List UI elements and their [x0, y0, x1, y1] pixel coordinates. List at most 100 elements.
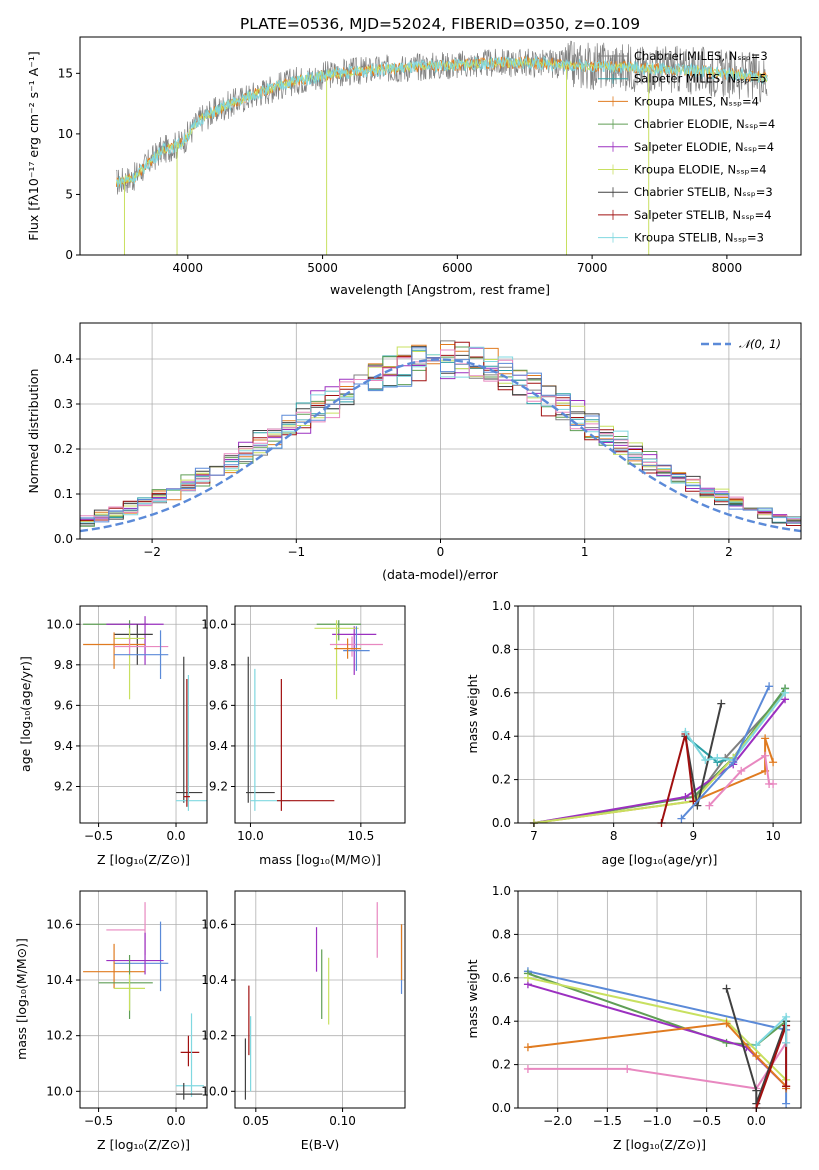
age-vs-Z-ytick-label: 9.6: [54, 698, 73, 712]
weight-vs-age-ytick-label: 0.8: [492, 642, 511, 656]
mass-vs-ebv-ytick-label: 10.4: [201, 973, 228, 987]
age-vs-Z-errorbar-point: [106, 616, 164, 665]
weight-vs-Z-ytick-label: 0.8: [492, 927, 511, 941]
spectrum-xtick-label: 5000: [307, 261, 338, 275]
weight-vs-Z-ytick-label: 0.4: [492, 1014, 511, 1028]
weight-vs-Z-panel: −2.0 −1.5 −1.0 −0.5 0.0 0.0 0.2 0.4 0.6 0.8 1.0 Z […: [465, 884, 802, 1152]
age-vs-Z-errorbar-point: [83, 632, 146, 669]
weight-vs-age-series-marker: [765, 682, 774, 691]
age-vs-Z-panel: −0.5 0.0 9.2 9.4 9.6 9.8 10.0 Z [log₁₀(Z/Z⊙)] ag…: [18, 605, 208, 867]
age-vs-Z-ytick-label: 9.2: [54, 779, 73, 793]
weight-vs-age-series-marker: [713, 753, 722, 762]
spectrum-panel: 4000 5000 6000 7000 8000 0 5 10 15 wavelength [A…: [26, 36, 802, 297]
spectrum-ytick-label: 15: [58, 66, 73, 80]
age-vs-Z-frame: [79, 605, 208, 824]
mass-vs-Z-ytick-label: 10.2: [46, 1029, 73, 1043]
histogram-xtick-label: −2: [143, 545, 161, 559]
weight-vs-Z-series-marker: [722, 984, 731, 993]
mass-vs-ebv-xtick-label: 0.10: [329, 1114, 356, 1128]
weight-vs-age-ytick-label: 1.0: [492, 599, 511, 613]
weight-vs-Z-series-marker: [722, 1019, 731, 1028]
histogram-ytick-label: 0.4: [54, 352, 73, 366]
histogram-step-line: [80, 347, 801, 524]
histogram-xtick-label: 2: [725, 545, 733, 559]
spectrum-legend-label: Kroupa MILES, Nₛₛₚ=4: [634, 94, 759, 108]
spectrum-xlabel: wavelength [Angstrom, rest frame]: [330, 282, 550, 297]
weight-vs-Z-series-marker: [623, 1064, 632, 1073]
weight-vs-Z-ylabel: mass weight: [465, 959, 480, 1038]
weight-vs-age-series-marker: [681, 727, 690, 736]
spectrum-frame: [79, 36, 802, 256]
age-vs-mass-xtick-label: 10.5: [347, 829, 374, 843]
weight-vs-age-ytick-label: 0.4: [492, 729, 511, 743]
age-vs-mass-errorbar-point: [276, 679, 335, 811]
mass-vs-Z-errorbar-point: [114, 921, 169, 992]
weight-vs-Z-ytick-label: 1.0: [492, 884, 511, 898]
spectrum-legend-label: Salpeter ELODIE, Nₛₛₚ=4: [634, 140, 774, 154]
weight-vs-Z-series-marker: [523, 1043, 532, 1052]
weight-vs-Z-series-marker: [523, 973, 532, 982]
weight-vs-age-series-marker: [781, 688, 790, 697]
spectrum-legend: Chabrier MILES, Nₛₛₚ=3 Salpeter MILES, Nₛ…: [598, 49, 775, 245]
figure-title: PLATE=0536, MJD=52024, FIBERID=0350, z=0…: [240, 15, 640, 33]
weight-vs-age-series-line: [533, 687, 786, 824]
spectrum-xtick-label: 8000: [712, 261, 743, 275]
weight-vs-age-series-marker: [729, 758, 738, 767]
weight-vs-age-series-marker: [717, 699, 726, 708]
histogram-ytick-label: 0.1: [54, 487, 73, 501]
weight-vs-Z-series-marker: [782, 1038, 791, 1047]
mass-vs-ebv-ytick-label: 10.0: [201, 1084, 228, 1098]
weight-vs-Z-series-marker: [752, 1086, 761, 1095]
mass-vs-Z-ytick-label: 10.0: [46, 1084, 73, 1098]
spectrum-xtick-label: 4000: [173, 261, 204, 275]
weight-vs-Z-frame: [517, 890, 802, 1109]
histogram-ytick-label: 0.0: [54, 532, 73, 546]
age-vs-Z-ytick-label: 9.8: [54, 658, 73, 672]
weight-vs-Z-xtick-label: −1.0: [642, 1114, 671, 1128]
spectrum-ylabel: Flux [fλ10⁻¹⁷ erg cm⁻² s⁻¹ A⁻¹]: [26, 51, 41, 240]
histogram-ticks: −2 −1 0 1 2 0.0 0.1 0.2 0.3 0.4: [54, 352, 733, 559]
weight-vs-Z-series-line: [725, 988, 788, 1105]
histogram-ytick-label: 0.2: [54, 442, 73, 456]
weight-vs-age-xtick-label: 10: [765, 829, 780, 843]
mass-vs-ebv-ytick-label: 10.6: [201, 917, 228, 931]
weight-vs-age-ylabel: mass weight: [465, 674, 480, 753]
spectrum-ticks: 4000 5000 6000 7000 8000 0 5 10 15: [58, 66, 742, 275]
weight-vs-age-series-marker: [761, 751, 770, 760]
weight-vs-Z-series-marker: [782, 1082, 791, 1091]
age-vs-mass-errorbar-point: [246, 656, 275, 803]
spectrum-xtick-label: 6000: [442, 261, 473, 275]
weight-vs-Z-xlabel: Z [log₁₀(Z/Z⊙)]: [613, 1137, 706, 1152]
weight-vs-age-series-line: [684, 692, 786, 762]
age-vs-mass-ytick-label: 9.8: [209, 658, 228, 672]
mass-vs-Z-errorbar-point: [114, 974, 146, 1011]
mass-vs-Z-errorbar-point: [176, 1082, 203, 1100]
weight-vs-age-xtick-label: 8: [610, 829, 618, 843]
age-vs-Z-xlabel: Z [log₁₀(Z/Z⊙)]: [97, 852, 190, 867]
weight-vs-age-series-marker: [761, 734, 770, 743]
weight-vs-age-series-marker: [681, 792, 690, 801]
age-vs-mass-frame: [234, 605, 406, 824]
age-vs-Z-errorbar-point: [114, 638, 169, 655]
weight-vs-Z-xtick-label: −1.5: [593, 1114, 622, 1128]
mass-vs-Z-ytick-label: 10.4: [46, 973, 73, 987]
age-vs-mass-ytick-label: 9.6: [209, 698, 228, 712]
weight-vs-age-frame: [517, 605, 802, 824]
histogram-xtick-label: 1: [581, 545, 589, 559]
weight-vs-age-series-marker: [701, 756, 710, 765]
weight-vs-age-ytick-label: 0.2: [492, 773, 511, 787]
age-vs-mass-ytick-label: 9.4: [209, 739, 228, 753]
weight-vs-Z-ytick-label: 0.6: [492, 971, 511, 985]
weight-vs-Z-series-marker: [752, 1041, 761, 1050]
mass-vs-Z-xtick-label: 0.0: [166, 1114, 185, 1128]
weight-vs-Z-series-marker: [523, 1064, 532, 1073]
histogram-step-line: [80, 349, 801, 523]
spectrum-lines: [115, 40, 768, 255]
weight-vs-age-panel: 7 8 9 10 0.0 0.2 0.4 0.6 0.8 1.0 age [log₁₀(age/yr…: [465, 599, 802, 867]
histogram-xtick-label: −1: [287, 545, 305, 559]
histogram-steps: [80, 340, 801, 527]
age-vs-mass-errorbar-point: [334, 638, 361, 659]
weight-vs-Z-series-marker: [782, 1099, 791, 1108]
spectrum-line: [116, 54, 768, 188]
spectrum-ytick-label: 10: [58, 127, 73, 141]
